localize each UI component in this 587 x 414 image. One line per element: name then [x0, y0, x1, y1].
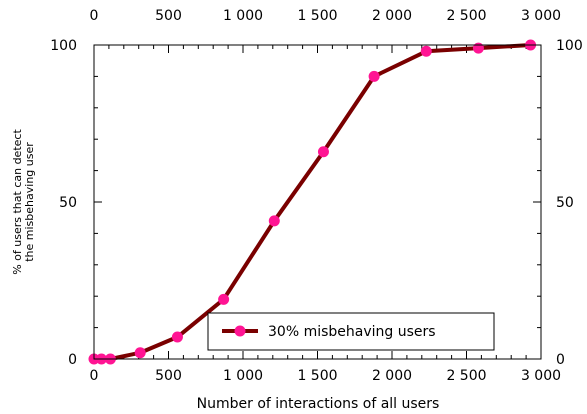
x-tick-label-bottom: 3 000 — [521, 368, 561, 384]
axis-ticks — [93, 44, 542, 360]
x-tick-label-bottom: 1 000 — [223, 368, 263, 384]
y-tick-label-left: 0 — [68, 352, 77, 368]
data-point — [368, 70, 380, 82]
data-point — [171, 331, 183, 343]
data-point — [420, 45, 432, 57]
series-line — [94, 43, 531, 361]
x-tick-label-top: 500 — [155, 8, 182, 24]
legend-label: 30% misbehaving users — [268, 324, 436, 340]
data-point — [472, 42, 484, 54]
x-tick-label-bottom: 0 — [90, 368, 99, 384]
data-point — [218, 293, 230, 305]
x-tick-label-bottom: 1 500 — [297, 368, 337, 384]
y-axis-label: % of users that can detect the misbehavi… — [11, 129, 36, 275]
x-tick-label-top: 1 500 — [297, 8, 337, 24]
x-axis-label: Number of interactions of all users — [197, 396, 440, 412]
x-tick-label-bottom: 2 000 — [372, 368, 412, 384]
y-tick-label-right: 0 — [556, 352, 565, 368]
y-tick-label-right: 50 — [556, 195, 574, 211]
y-axis-label-line-2: the misbehaving user — [23, 142, 36, 262]
plot-frame — [93, 44, 542, 360]
data-point — [317, 146, 329, 158]
y-axis-label-line-1: % of users that can detect — [11, 129, 24, 275]
y-tick-label-right: 100 — [556, 38, 583, 54]
x-tick-label-top: 2 500 — [446, 8, 486, 24]
data-point — [268, 215, 280, 227]
x-tick-label-top: 1 000 — [223, 8, 263, 24]
legend-box — [207, 312, 495, 351]
legend-marker-sample — [234, 325, 246, 337]
x-tick-label-top: 3 000 — [521, 8, 561, 24]
data-point — [134, 347, 146, 359]
x-tick-label-top: 2 000 — [372, 8, 412, 24]
legend: 30% misbehaving users — [207, 312, 495, 351]
x-tick-label-bottom: 2 500 — [446, 368, 486, 384]
y-tick-label-left: 50 — [59, 195, 77, 211]
y-tick-label-left: 100 — [50, 38, 77, 54]
x-tick-label-top: 0 — [90, 8, 99, 24]
x-tick-label-bottom: 500 — [155, 368, 182, 384]
